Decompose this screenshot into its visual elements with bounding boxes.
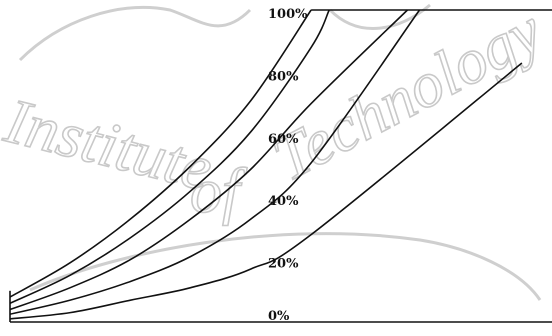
series-curve-2	[9, 9, 330, 305]
series-curve-1	[9, 9, 312, 298]
y-tick-label: 20%	[268, 257, 299, 272]
series-curve-3	[9, 9, 409, 311]
watermark-text-left: Institute	[0, 84, 219, 204]
y-tick-label: 0%	[268, 309, 290, 324]
series-curve-4	[9, 9, 421, 315]
tick-labels: 100% 80% 60% 40% 20% 0%	[268, 7, 308, 324]
y-tick-label: 100%	[268, 7, 308, 22]
axes	[9, 9, 552, 323]
watermark-seal-arc-2	[328, 3, 431, 30]
y-tick-label: 40%	[268, 194, 299, 209]
series-curve-5	[9, 62, 523, 320]
curves	[9, 9, 523, 320]
y-tick-label: 60%	[268, 132, 299, 147]
watermark-swirl	[29, 232, 542, 301]
watermark-seal-arc	[18, 6, 252, 62]
y-tick-label: 80%	[268, 69, 299, 84]
